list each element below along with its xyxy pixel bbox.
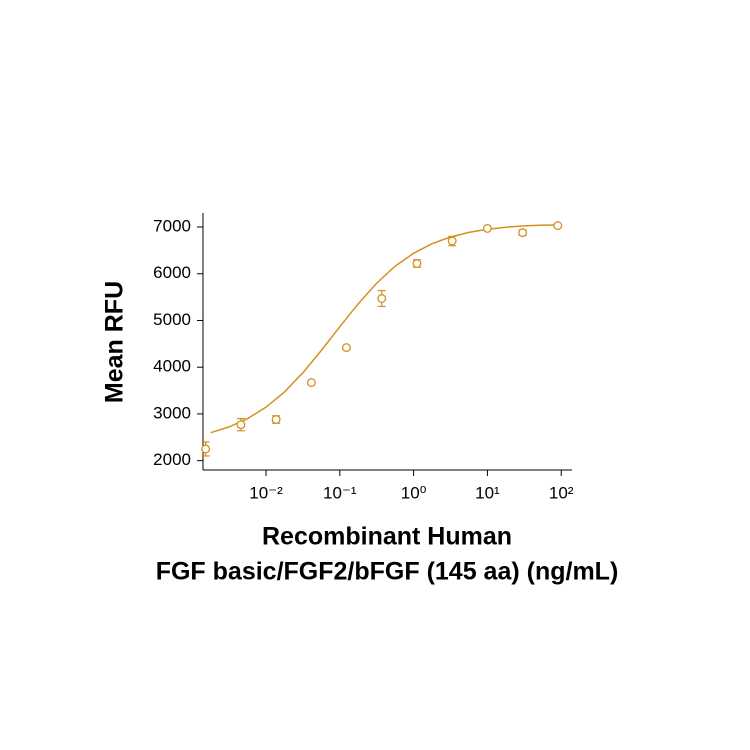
data-point [201,444,211,454]
fit-curve [210,224,558,434]
y-tick-label: 3000 [153,403,191,422]
data-point [271,415,281,424]
y-tick-label: 2000 [153,450,191,469]
y-tick-label: 6000 [153,263,191,282]
x-axis-title: Recombinant Human [262,523,512,551]
x-tick-label: 10² [549,483,574,502]
data-point [412,259,422,268]
y-tick-label: 4000 [153,357,191,376]
data-point [447,236,457,246]
x-tick-label: 10⁰ [401,483,427,502]
x-tick-label: 10¹ [475,483,500,502]
x-tick-label: 10⁻¹ [323,483,357,502]
x-axis-title: FGF basic/FGF2/bFGF (145 aa) (ng/mL) [156,558,619,586]
y-tick-label: 7000 [153,217,191,236]
x-tick-label: 10⁻² [249,483,283,502]
data-point [306,378,316,388]
data-point [518,228,528,238]
data-point [482,223,492,233]
y-axis-title: Mean RFU [101,281,129,403]
data-point [377,294,387,303]
y-tick-label: 5000 [153,310,191,329]
data-point [553,221,563,231]
data-point [236,420,246,430]
data-point [342,343,351,353]
